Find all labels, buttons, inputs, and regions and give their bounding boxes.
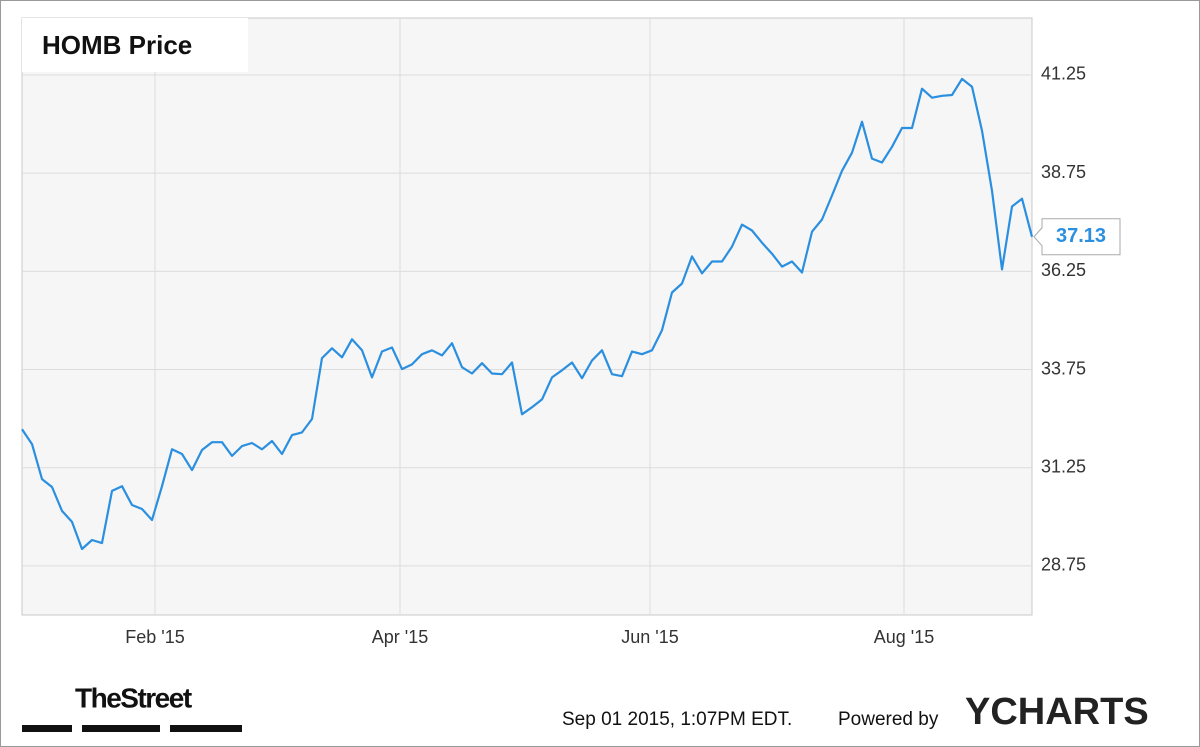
last-value-box [1033, 218, 1121, 256]
brand: YCHARTS [965, 691, 1149, 733]
price-line [21, 77, 1034, 551]
x-tick-label: Apr '15 [372, 627, 428, 647]
x-tick-label: Jun '15 [621, 627, 678, 647]
x-tick-label: Aug '15 [874, 627, 935, 647]
timestamp: Sep 01 2015, 1:07PM EDT. [562, 709, 792, 730]
y-tick-label: 41.25 [1041, 64, 1086, 84]
y-tick-label: 38.75 [1041, 162, 1086, 182]
title-box [22, 18, 248, 72]
logo-bar [82, 725, 160, 732]
y-tick-label: 31.25 [1041, 456, 1086, 476]
x-tick-label: Feb '15 [125, 627, 184, 647]
y-tick-label: 36.25 [1041, 260, 1086, 280]
chart-title: HOMB Price [42, 30, 192, 60]
powered-by: Powered by [838, 709, 939, 730]
logo-bar [22, 725, 72, 732]
logo-bar [170, 725, 242, 732]
y-tick-label: 33.75 [1041, 358, 1086, 378]
logo: TheStreet [75, 682, 192, 713]
last-value-label: 37.13 [1056, 225, 1106, 247]
plot-area [21, 17, 1033, 616]
y-tick-label: 28.75 [1041, 555, 1086, 575]
